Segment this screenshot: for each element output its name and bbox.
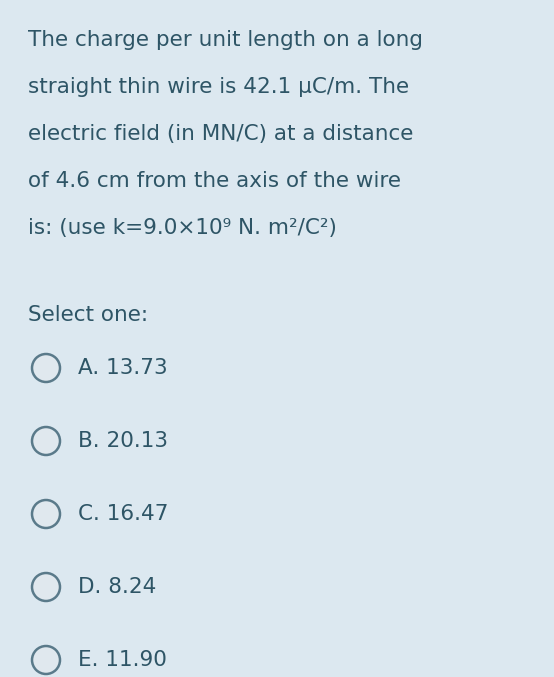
Text: The charge per unit length on a long: The charge per unit length on a long	[28, 30, 423, 50]
Text: is: (use k=9.0×10⁹ N. m²/C²): is: (use k=9.0×10⁹ N. m²/C²)	[28, 218, 337, 238]
Text: D. 8.24: D. 8.24	[78, 577, 156, 597]
Text: electric field (in MN/C) at a distance: electric field (in MN/C) at a distance	[28, 124, 413, 144]
Text: B. 20.13: B. 20.13	[78, 431, 168, 451]
Circle shape	[32, 646, 60, 674]
Text: A. 13.73: A. 13.73	[78, 358, 168, 378]
Circle shape	[32, 500, 60, 528]
Circle shape	[32, 573, 60, 601]
Circle shape	[32, 354, 60, 382]
Text: C. 16.47: C. 16.47	[78, 504, 168, 524]
Text: of 4.6 cm from the axis of the wire: of 4.6 cm from the axis of the wire	[28, 171, 401, 191]
Text: E. 11.90: E. 11.90	[78, 650, 167, 670]
Text: straight thin wire is 42.1 μC/m. The: straight thin wire is 42.1 μC/m. The	[28, 77, 409, 97]
Circle shape	[32, 427, 60, 455]
Text: Select one:: Select one:	[28, 305, 148, 325]
